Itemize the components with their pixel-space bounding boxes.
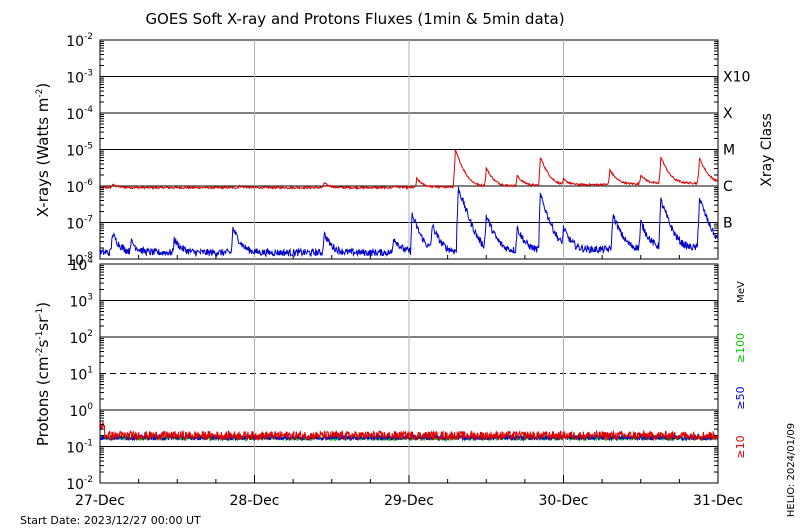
xray-series-group [99, 149, 719, 258]
proton-y-tick-label: 101 [69, 366, 93, 384]
helio-stamp: HELIO: 2024/01/09 [786, 423, 797, 517]
start-date-label: Start Date: 2023/12/27 00:00 UT [20, 514, 201, 527]
x-axis: 27-Dec 28-Dec 29-Dec 30-Dec 31-Dec [75, 255, 743, 509]
x-tick-label: 30-Dec [539, 493, 589, 509]
x-tick-label: 31-Dec [693, 493, 743, 509]
xray-y-tick-label: 10-5 [66, 142, 93, 160]
xray-class-label: X10 [723, 70, 750, 86]
xray-y-axis: 10-2 10-3 10-4 10-5 10-6 10-7 10-8 [66, 32, 718, 269]
proton-y-tick-label: 104 [69, 256, 93, 274]
proton-y-tick-label: 10-1 [66, 439, 93, 457]
proton-grid [100, 264, 718, 483]
xray-class-labels: X10 X M C B [723, 70, 750, 232]
xray-y-tick-label: 10-8 [66, 251, 93, 269]
xray-grid [100, 40, 718, 259]
xray-short-series [99, 186, 719, 258]
energy-label-10: ≥10 [734, 435, 747, 458]
xray-y-axis-title: X-rays (Watts m-2) [34, 83, 52, 217]
proton-y-axis-title: Protons (cm-2s-1sr-1) [34, 302, 52, 446]
proton-series-group [99, 421, 719, 443]
chart-title: GOES Soft X-ray and Protons Fluxes (1min… [145, 10, 564, 28]
proton-y-tick-label: 100 [69, 402, 93, 420]
xray-y-tick-label: 10-6 [66, 178, 93, 196]
x-tick-label: 27-Dec [75, 493, 125, 509]
xray-y-tick-label: 10-4 [66, 105, 93, 123]
xray-class-label: M [723, 143, 735, 159]
xray-long-series [99, 149, 719, 191]
xray-y-tick-label: 10-7 [66, 215, 93, 233]
x-tick-label: 29-Dec [384, 493, 434, 509]
proton-y-axis: 104 103 102 101 100 10-1 10-2 [66, 256, 718, 493]
xray-class-label: X [723, 106, 733, 122]
energy-label-50: ≥50 [734, 386, 747, 409]
energy-unit-label: MeV [736, 281, 747, 303]
xray-class-label: C [723, 179, 733, 195]
xray-class-label: B [723, 216, 733, 232]
proton-series-2 [99, 421, 719, 442]
x-tick-label: 28-Dec [230, 493, 280, 509]
proton-y-tick-label: 102 [69, 329, 93, 347]
xray-y-tick-label: 10-2 [66, 32, 93, 50]
proton-y-tick-label: 103 [69, 293, 93, 311]
xray-class-axis-title: Xray Class [759, 113, 775, 187]
proton-y-tick-label: 10-2 [66, 475, 93, 493]
energy-label-100: ≥100 [734, 333, 747, 363]
xray-y-tick-label: 10-3 [66, 69, 93, 87]
